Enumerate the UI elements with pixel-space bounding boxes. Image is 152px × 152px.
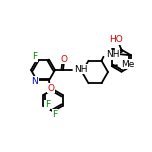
Text: O: O [60,55,67,64]
Text: N: N [32,77,38,86]
Text: F: F [32,52,38,61]
Text: HO: HO [110,35,123,44]
Text: F: F [45,100,50,109]
Text: O: O [109,38,116,47]
Text: NH: NH [107,50,120,59]
Text: F: F [52,110,58,119]
Text: NH: NH [74,64,88,74]
Polygon shape [77,69,81,73]
Text: O: O [47,84,55,93]
Text: Me: Me [121,60,134,69]
